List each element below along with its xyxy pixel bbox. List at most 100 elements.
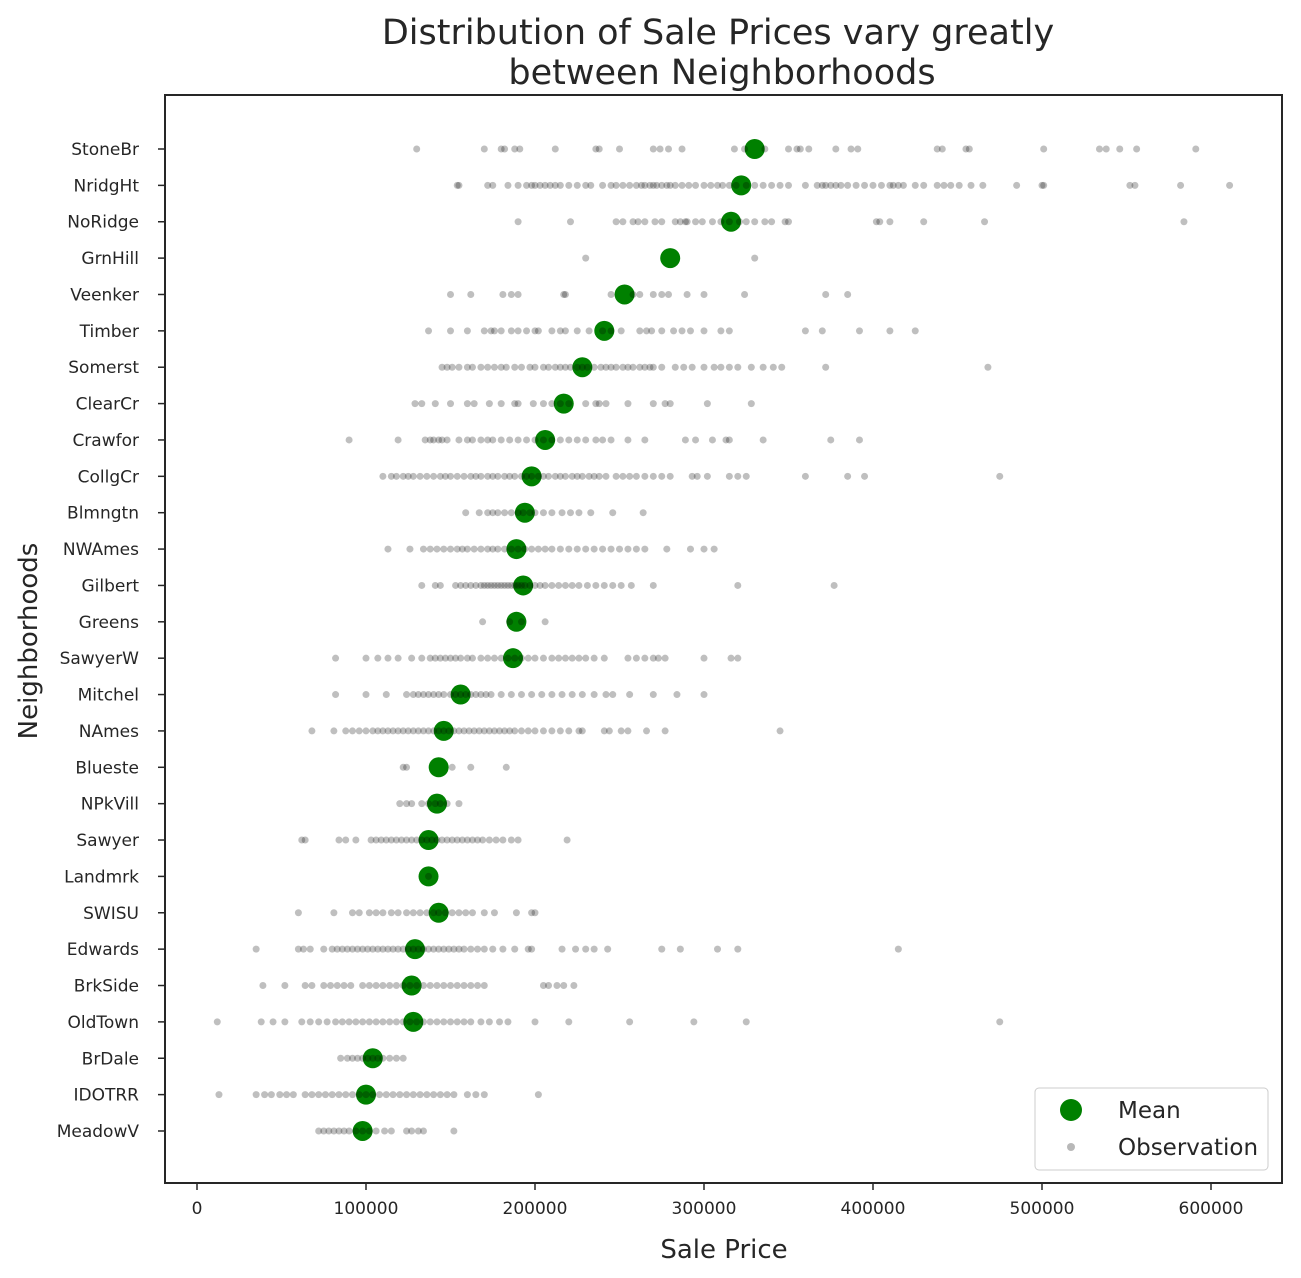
observation-point [658,472,666,480]
observation-point [582,254,590,262]
observation-point [452,654,460,662]
observation-point [345,1127,353,1135]
mean-point [418,830,439,851]
observation-point [475,727,483,735]
x-tick-label: 200000 [503,1199,568,1219]
y-tick-label: Greens [79,613,139,633]
observation-point [624,545,632,553]
observation-point [1013,181,1021,189]
observation-point [468,436,476,444]
observation-point [526,509,534,517]
observation-point [561,363,569,371]
observation-point [658,363,666,371]
observation-point [342,836,350,844]
observation-point [399,472,407,480]
observation-point [590,654,598,662]
observation-point [742,181,750,189]
observation-point [463,363,471,371]
observation-point [710,363,718,371]
observation-point [433,1018,441,1026]
observation-point [727,654,735,662]
observation-point [394,909,402,917]
observation-point [578,363,586,371]
observation-point [480,145,488,153]
observation-point [431,400,439,408]
observation-point [578,472,586,480]
observation-point [409,945,417,953]
observation-point [725,327,733,335]
observation-point [467,1018,475,1026]
observation-point [425,691,433,699]
y-tick-label: StoneBr [71,140,139,160]
observation-point [683,290,691,298]
observation-point [561,472,569,480]
observation-point [348,1091,356,1099]
observation-point [558,691,566,699]
observation-point [566,509,574,517]
observation-point [335,1091,343,1099]
observation-point [507,545,515,553]
observation-point [460,1018,468,1026]
category-row-NAmes [308,720,784,741]
observation-point [257,1018,265,1026]
category-row-Gilbert [418,575,838,596]
observation-point [470,400,478,408]
observation-point [379,945,387,953]
observation-point [541,545,549,553]
observation-point [448,763,456,771]
category-row-NridgHt [453,175,1234,196]
observation-point [484,181,492,189]
observation-point [531,363,539,371]
observation-point [399,1054,407,1062]
observation-point [392,1018,400,1026]
observation-point [387,909,395,917]
observation-point [494,581,502,589]
observation-point [480,982,488,990]
observation-point [409,727,417,735]
x-tick-label: 100000 [334,1199,399,1219]
y-tick-label: Sawyer [76,831,139,851]
observation-point [658,327,666,335]
observation-point [1095,145,1103,153]
observation-point [722,436,730,444]
observation-point [551,472,559,480]
observation-point [616,545,623,553]
observation-point [619,218,627,226]
observation-point [445,945,453,953]
observation-point [555,581,563,589]
observation-point [624,727,632,735]
observation-point [399,1018,407,1026]
observation-point [545,982,553,990]
observation-point [447,290,454,298]
observation-point [656,145,664,153]
observation-point [392,472,400,480]
observation-point [742,1018,750,1026]
observation-point [501,145,509,153]
observation-point [480,945,488,953]
observation-point [384,654,392,662]
observation-point [570,982,578,990]
observation-point [1192,145,1200,153]
observation-point [523,181,531,189]
observation-point [497,654,505,662]
observation-point [425,945,433,953]
observation-point [590,545,598,553]
observation-point [556,327,564,335]
observation-point [524,654,532,662]
y-tick-label: MeadowV [57,1122,140,1142]
mean-point [731,175,752,196]
category-row-GrnHill [582,248,759,269]
observation-point [436,472,444,480]
observation-point [1116,145,1124,153]
observation-point [607,363,615,371]
observation-point [468,836,476,844]
observation-point [680,363,688,371]
observation-point [627,581,635,589]
observation-point [844,472,852,480]
observation-point [463,836,471,844]
observation-point [433,982,441,990]
observation-point [876,218,884,226]
observation-point [504,654,512,662]
observation-point [394,945,402,953]
